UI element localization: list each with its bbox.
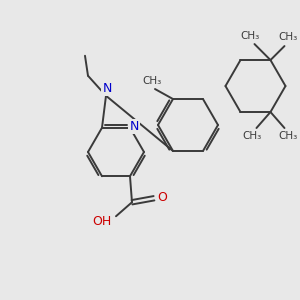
- Text: CH₃: CH₃: [279, 131, 298, 141]
- Text: CH₃: CH₃: [142, 76, 162, 86]
- Text: O: O: [157, 191, 167, 204]
- Text: N: N: [102, 82, 112, 95]
- Text: OH: OH: [92, 215, 112, 228]
- Text: CH₃: CH₃: [241, 31, 260, 41]
- Text: N: N: [129, 120, 139, 133]
- Text: CH₃: CH₃: [279, 32, 298, 42]
- Text: CH₃: CH₃: [243, 131, 262, 141]
